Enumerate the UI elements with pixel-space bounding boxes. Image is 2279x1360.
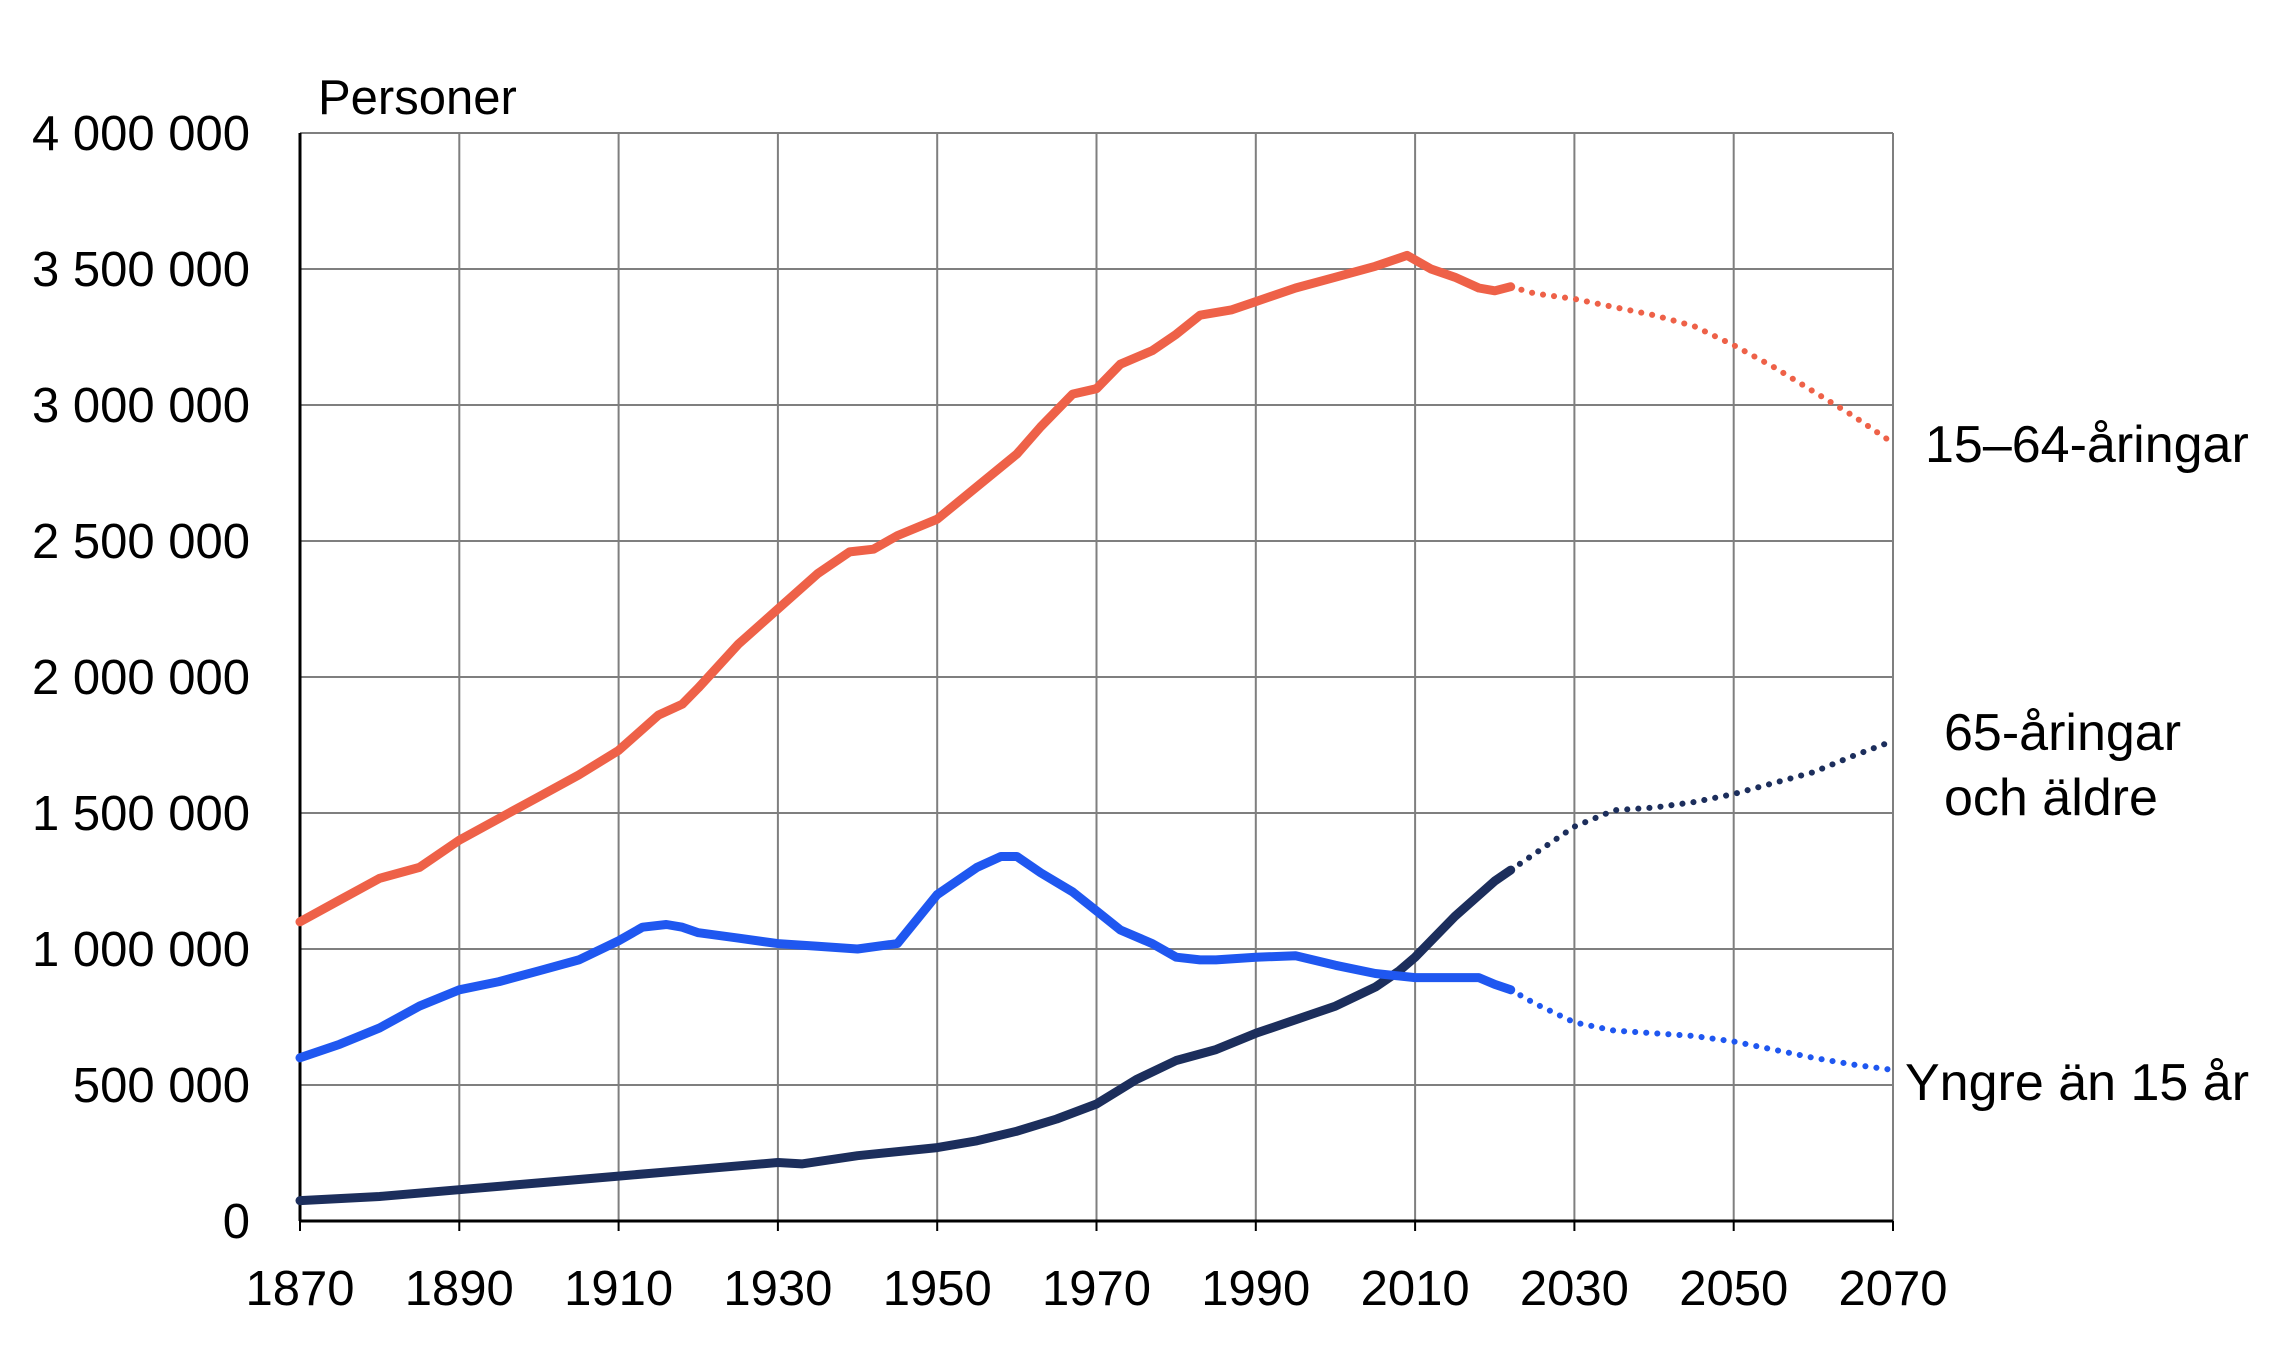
y-tick-label: 0: [223, 1195, 250, 1249]
y-tick-label: 3 000 000: [32, 379, 250, 433]
y-tick-label: 1 000 000: [32, 923, 250, 977]
x-tick-label: 1930: [723, 1262, 832, 1316]
x-tick-label: 2050: [1679, 1262, 1788, 1316]
axes: [298, 133, 1894, 1231]
y-tick-label: 2 500 000: [32, 515, 250, 569]
gridlines: [300, 132, 1894, 1221]
working-age-series-label: 15–64-åringar: [1925, 416, 2249, 474]
elderly-line-observed: [295, 865, 1516, 1206]
y-tick-label: 2 000 000: [32, 651, 250, 705]
x-tick-label: 2030: [1520, 1262, 1629, 1316]
series-lines: [295, 250, 1896, 1206]
elderly-line-projected: [1507, 737, 1896, 874]
x-tick-label: 1970: [1042, 1262, 1151, 1316]
y-axis-label: Personer: [318, 71, 517, 125]
series-labels: 15–64-åringar 65-åringar och äldre Yngre än…: [1905, 416, 2249, 1112]
y-tick-labels: 0 500 000 1 000 000 1 500 000 2 000 000 2 500…: [32, 107, 250, 1249]
children-line-observed: [295, 852, 1516, 1063]
children-series-label: Yngre än 15 år: [1905, 1054, 2249, 1112]
y-tick-label: 500 000: [73, 1059, 250, 1113]
x-tick-label: 1890: [405, 1262, 514, 1316]
x-tick-label: 1990: [1201, 1262, 1310, 1316]
working-age-line-observed: [295, 250, 1516, 927]
x-tick-label: 1950: [883, 1262, 992, 1316]
x-tick-labels: 1870 1890 1910 1930 1950 1970 1990 2010 2030 2050…: [245, 1262, 1947, 1316]
working-age-line-projected: [1507, 283, 1896, 447]
elderly-series-label: och äldre: [1944, 769, 2158, 827]
children-line-projected: [1507, 986, 1896, 1073]
x-tick-label: 2010: [1361, 1262, 1470, 1316]
y-tick-label: 1 500 000: [32, 787, 250, 841]
x-tick-label: 2070: [1838, 1262, 1947, 1316]
x-tick-label: 1910: [564, 1262, 673, 1316]
x-tick-label: 1870: [245, 1262, 354, 1316]
y-tick-label: 3 500 000: [32, 243, 250, 297]
y-tick-label: 4 000 000: [32, 107, 250, 161]
elderly-series-label: 65-åringar: [1944, 704, 2181, 762]
